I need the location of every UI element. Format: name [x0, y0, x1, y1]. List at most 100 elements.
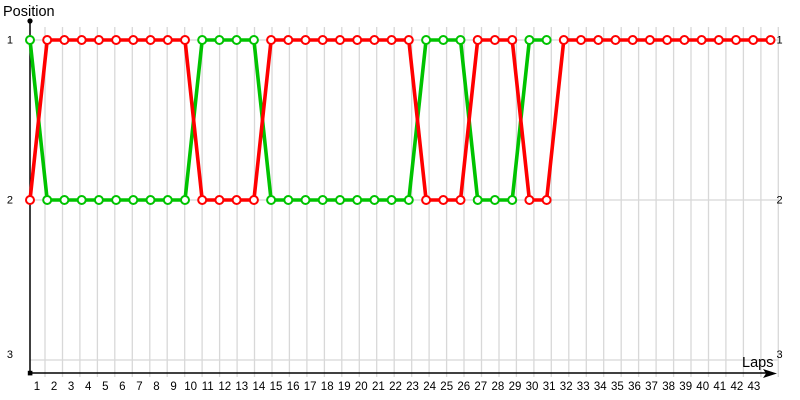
driver-red-marker	[369, 35, 380, 45]
driver-red-marker	[180, 35, 190, 45]
x-axis-label: 15	[270, 381, 283, 393]
driver-green-marker	[335, 195, 345, 205]
x-axis-arrow-icon	[763, 369, 777, 378]
x-axis-label: 18	[321, 381, 334, 393]
x-axis-label: 14	[253, 381, 266, 393]
driver-red-marker	[455, 195, 466, 205]
x-axis-label: 5	[102, 381, 108, 393]
x-axis-label: 43	[748, 381, 761, 393]
driver-red-marker	[42, 35, 53, 45]
axis-origin-dot	[27, 370, 33, 376]
x-axis-label: 28	[492, 381, 505, 393]
driver-red-marker	[317, 35, 328, 45]
x-axis-label: 4	[85, 381, 92, 393]
driver-green-marker	[248, 35, 259, 45]
driver-red-marker	[713, 35, 724, 45]
x-axis-label: 10	[184, 381, 197, 393]
x-axis-label: 3	[68, 381, 74, 393]
y-axis-label-right: 1	[777, 35, 783, 47]
driver-red-marker	[128, 35, 139, 45]
driver-green-marker	[421, 35, 432, 45]
x-axis-label: 21	[372, 381, 385, 393]
y-axis-label-left: 2	[7, 195, 13, 207]
x-axis-label: 42	[731, 381, 744, 393]
y-axis-label-right: 2	[777, 195, 783, 207]
driver-red-marker	[59, 35, 70, 45]
x-axis-label: 25	[440, 381, 453, 393]
driver-green-marker	[214, 35, 225, 45]
driver-red-marker	[283, 35, 294, 45]
x-axis-label: 9	[170, 381, 176, 393]
driver-red-marker	[610, 35, 621, 45]
x-axis-label: 32	[560, 381, 573, 393]
driver-red-marker	[248, 195, 259, 205]
x-axis-label: 29	[509, 381, 522, 393]
driver-green-marker	[180, 195, 190, 205]
driver-green-marker	[472, 195, 483, 205]
x-axis-label: 16	[287, 381, 300, 393]
driver-red-marker	[627, 35, 638, 45]
driver-green-marker	[42, 195, 53, 205]
x-axis-label: 23	[406, 381, 419, 393]
x-axis-label: 37	[645, 381, 658, 393]
x-axis-label: 2	[51, 381, 57, 393]
driver-red-marker	[593, 35, 604, 45]
driver-green-marker	[438, 35, 449, 45]
driver-green-marker	[541, 35, 552, 45]
driver-red-marker	[25, 195, 35, 205]
x-axis-label: 11	[202, 381, 214, 393]
driver-red-marker	[386, 35, 397, 45]
x-axis-label: 33	[577, 381, 590, 393]
driver-red-marker	[93, 35, 104, 45]
driver-red-marker	[145, 35, 156, 45]
driver-red-marker	[300, 35, 311, 45]
series-lines	[28, 38, 773, 202]
driver-red-line	[28, 38, 773, 202]
x-axis-label: 7	[136, 381, 142, 393]
driver-green-marker	[145, 195, 156, 205]
driver-green-marker	[386, 195, 397, 205]
x-axis-label: 40	[696, 381, 709, 393]
driver-red-marker	[214, 195, 225, 205]
driver-red-marker	[197, 195, 208, 205]
x-axis-label: 39	[679, 381, 692, 393]
x-axis-label: 13	[235, 381, 248, 393]
driver-green-marker	[455, 35, 466, 45]
driver-red-marker	[507, 35, 518, 45]
series-markers	[25, 35, 776, 205]
driver-red-marker	[644, 35, 655, 45]
driver-red-marker	[438, 195, 449, 205]
driver-green-marker	[317, 195, 328, 205]
driver-green-marker	[231, 35, 242, 45]
x-axis-label: 30	[526, 381, 539, 393]
driver-red-marker	[731, 35, 741, 45]
driver-red-marker	[472, 35, 483, 45]
driver-red-marker	[421, 195, 432, 205]
x-axis-label: 12	[218, 381, 231, 393]
driver-red-marker	[111, 35, 122, 45]
driver-green-marker	[197, 35, 208, 45]
driver-green-marker	[524, 35, 535, 45]
x-axis-label: 38	[662, 381, 675, 393]
x-axis-label: 41	[713, 381, 726, 393]
x-axis-label: 31	[543, 381, 556, 393]
driver-green-marker	[283, 195, 294, 205]
driver-green-marker	[59, 195, 70, 205]
x-axis-label: 34	[594, 381, 607, 393]
driver-red-marker	[662, 35, 673, 45]
driver-green-marker	[111, 195, 122, 205]
x-axis-label: 36	[628, 381, 641, 393]
driver-red-marker	[524, 195, 535, 205]
driver-green-marker	[403, 195, 414, 205]
driver-red-marker	[266, 35, 277, 45]
driver-green-marker	[128, 195, 139, 205]
y-axis-title: Position	[3, 4, 55, 20]
driver-red-marker	[352, 35, 363, 45]
x-axis-label: 26	[457, 381, 470, 393]
driver-red-marker	[403, 35, 414, 45]
x-axis-label: 27	[474, 381, 487, 393]
driver-green-marker	[352, 195, 363, 205]
driver-green-marker	[507, 195, 518, 205]
driver-green-marker	[76, 195, 87, 205]
